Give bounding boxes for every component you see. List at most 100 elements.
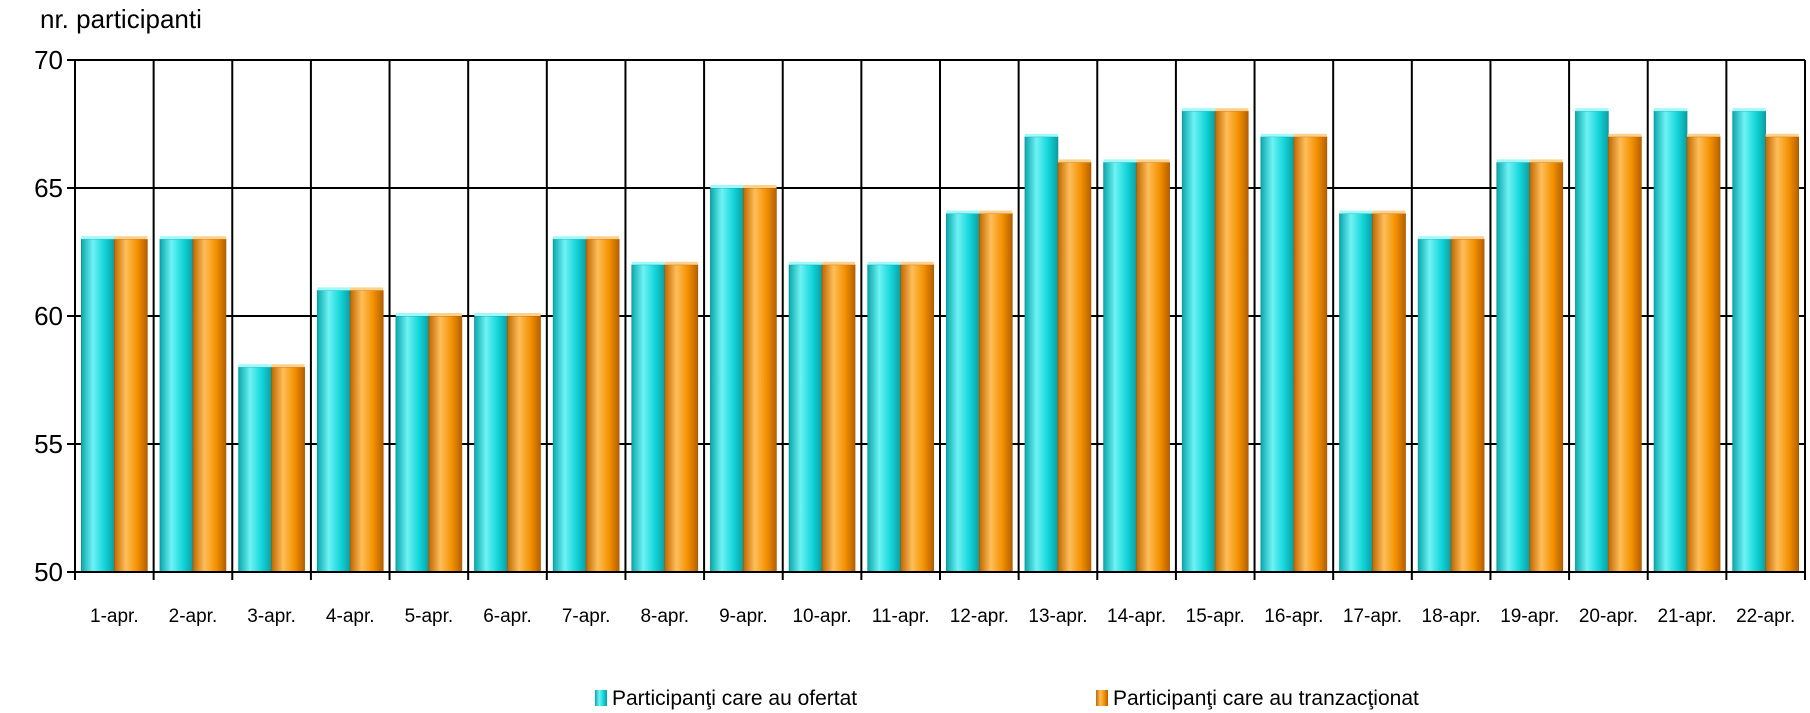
bar-cap xyxy=(395,313,429,316)
bar-tranzactionat-3-apr. xyxy=(271,366,305,573)
bar-ofertat-7-apr. xyxy=(552,238,587,573)
y-tick-label: 70 xyxy=(34,45,63,75)
bar-tranzactionat-2-apr. xyxy=(192,238,227,573)
bar-ofertat-8-apr. xyxy=(631,264,666,573)
bar-cap xyxy=(192,236,226,240)
x-axis-ticks: 1-apr. 2-apr. 3-apr. 4-apr. 5-apr. 6-apr. 7-ap… xyxy=(74,572,1806,627)
bar-tranzactionat-8-apr. xyxy=(664,264,699,573)
bar-cap xyxy=(822,261,856,265)
x-tick-label: 5-apr. xyxy=(405,606,454,627)
x-tick-label: 16-apr. xyxy=(1264,606,1323,627)
bar-ofertat-12-apr. xyxy=(945,213,980,573)
bar-cap xyxy=(1732,108,1766,112)
x-tick-label: 1-apr. xyxy=(90,606,139,627)
bar-tranzactionat-12-apr. xyxy=(979,213,1013,573)
bar-ofertat-22-apr. xyxy=(1732,110,1766,573)
bar-ofertat-6-apr. xyxy=(474,315,508,573)
x-tick-label: 6-apr. xyxy=(483,606,532,627)
bar-tranzactionat-18-apr. xyxy=(1450,238,1485,573)
bar-tranzactionat-13-apr. xyxy=(1057,162,1092,573)
bar-ofertat-4-apr. xyxy=(316,290,351,573)
bar-cap xyxy=(867,261,901,265)
bar-cap xyxy=(743,185,777,188)
bar-cap xyxy=(789,261,823,265)
bar-cap xyxy=(1529,159,1563,163)
bar-ofertat-15-apr. xyxy=(1181,110,1216,573)
bar-cap xyxy=(900,261,934,265)
bar-ofertat-20-apr. xyxy=(1575,110,1609,573)
bar-ofertat-21-apr. xyxy=(1653,110,1688,573)
legend-swatch-ofertat xyxy=(595,690,607,706)
x-tick-label: 4-apr. xyxy=(326,606,375,627)
bar-ofertat-2-apr. xyxy=(159,238,194,573)
bar-cap xyxy=(946,210,980,214)
bar-cap xyxy=(1215,108,1249,112)
bar-ofertat-5-apr. xyxy=(395,315,430,573)
x-tick-label: 3-apr. xyxy=(247,606,296,627)
x-tick-label: 20-apr. xyxy=(1579,606,1638,627)
bar-tranzactionat-20-apr. xyxy=(1608,136,1642,573)
bar-cap xyxy=(553,236,587,240)
y-tick-label: 60 xyxy=(34,301,63,331)
bar-cap xyxy=(1136,159,1170,163)
bar-tranzactionat-22-apr. xyxy=(1765,136,1800,573)
bar-tranzactionat-5-apr. xyxy=(428,315,463,573)
bar-cap xyxy=(1418,236,1452,240)
bar-tranzactionat-1-apr. xyxy=(114,238,148,573)
bar-cap xyxy=(1260,133,1294,137)
bar-cap xyxy=(1339,210,1373,214)
bar-cap xyxy=(1654,108,1688,112)
bar-cap xyxy=(1372,210,1406,214)
bar-tranzactionat-9-apr. xyxy=(743,187,777,573)
x-tick-label: 10-apr. xyxy=(792,606,851,627)
bar-cap xyxy=(1103,159,1137,163)
bar-cap xyxy=(474,313,508,316)
bar-tranzactionat-6-apr. xyxy=(507,315,541,573)
x-tick-label: 19-apr. xyxy=(1500,606,1559,627)
bar-cap xyxy=(507,313,541,316)
bar-ofertat-9-apr. xyxy=(710,187,744,573)
legend-swatch-tranzactionat xyxy=(1096,690,1108,706)
y-tick-label: 55 xyxy=(34,429,63,459)
bar-ofertat-18-apr. xyxy=(1417,238,1452,573)
bar-cap xyxy=(428,313,462,316)
bar-tranzactionat-15-apr. xyxy=(1214,110,1249,573)
bar-ofertat-14-apr. xyxy=(1103,162,1137,573)
bar-cap xyxy=(631,261,665,265)
bar-cap xyxy=(271,364,305,368)
x-tick-label: 14-apr. xyxy=(1107,606,1166,627)
x-tick-label: 15-apr. xyxy=(1186,606,1245,627)
x-tick-label: 8-apr. xyxy=(640,606,689,627)
bar-cap xyxy=(979,210,1013,214)
bar-tranzactionat-10-apr. xyxy=(821,264,856,573)
bar-cap xyxy=(159,236,193,240)
bar-tranzactionat-7-apr. xyxy=(585,238,620,573)
bar-cap xyxy=(1057,159,1091,163)
x-tick-label: 2-apr. xyxy=(169,606,218,627)
x-tick-label: 18-apr. xyxy=(1422,606,1481,627)
bar-tranzactionat-4-apr. xyxy=(349,290,384,573)
bar-ofertat-17-apr. xyxy=(1339,213,1373,573)
bar-ofertat-13-apr. xyxy=(1024,136,1059,573)
bar-cap xyxy=(1687,133,1721,137)
bar-tranzactionat-11-apr. xyxy=(900,264,935,573)
bar-cap xyxy=(664,261,698,265)
x-tick-label: 9-apr. xyxy=(719,606,768,627)
x-tick-label: 21-apr. xyxy=(1657,606,1716,627)
bar-ofertat-3-apr. xyxy=(238,366,272,573)
bar-cap xyxy=(1024,133,1058,137)
legend: Participanţi care au ofertat Participanţ… xyxy=(595,687,1419,710)
bar-ofertat-1-apr. xyxy=(80,238,115,573)
bar-cap xyxy=(1451,236,1485,240)
y-tick-label: 50 xyxy=(34,557,63,587)
bar-tranzactionat-14-apr. xyxy=(1136,162,1170,573)
bar-cap xyxy=(1575,108,1609,112)
x-tick-label: 13-apr. xyxy=(1028,606,1087,627)
bar-cap xyxy=(81,236,115,240)
bar-cap xyxy=(1293,133,1327,137)
y-tick-label: 65 xyxy=(34,173,63,203)
legend-label-tranzactionat: Participanţi care au tranzacţionat xyxy=(1113,687,1419,710)
bar-cap xyxy=(114,236,148,240)
bar-ofertat-10-apr. xyxy=(788,264,823,573)
